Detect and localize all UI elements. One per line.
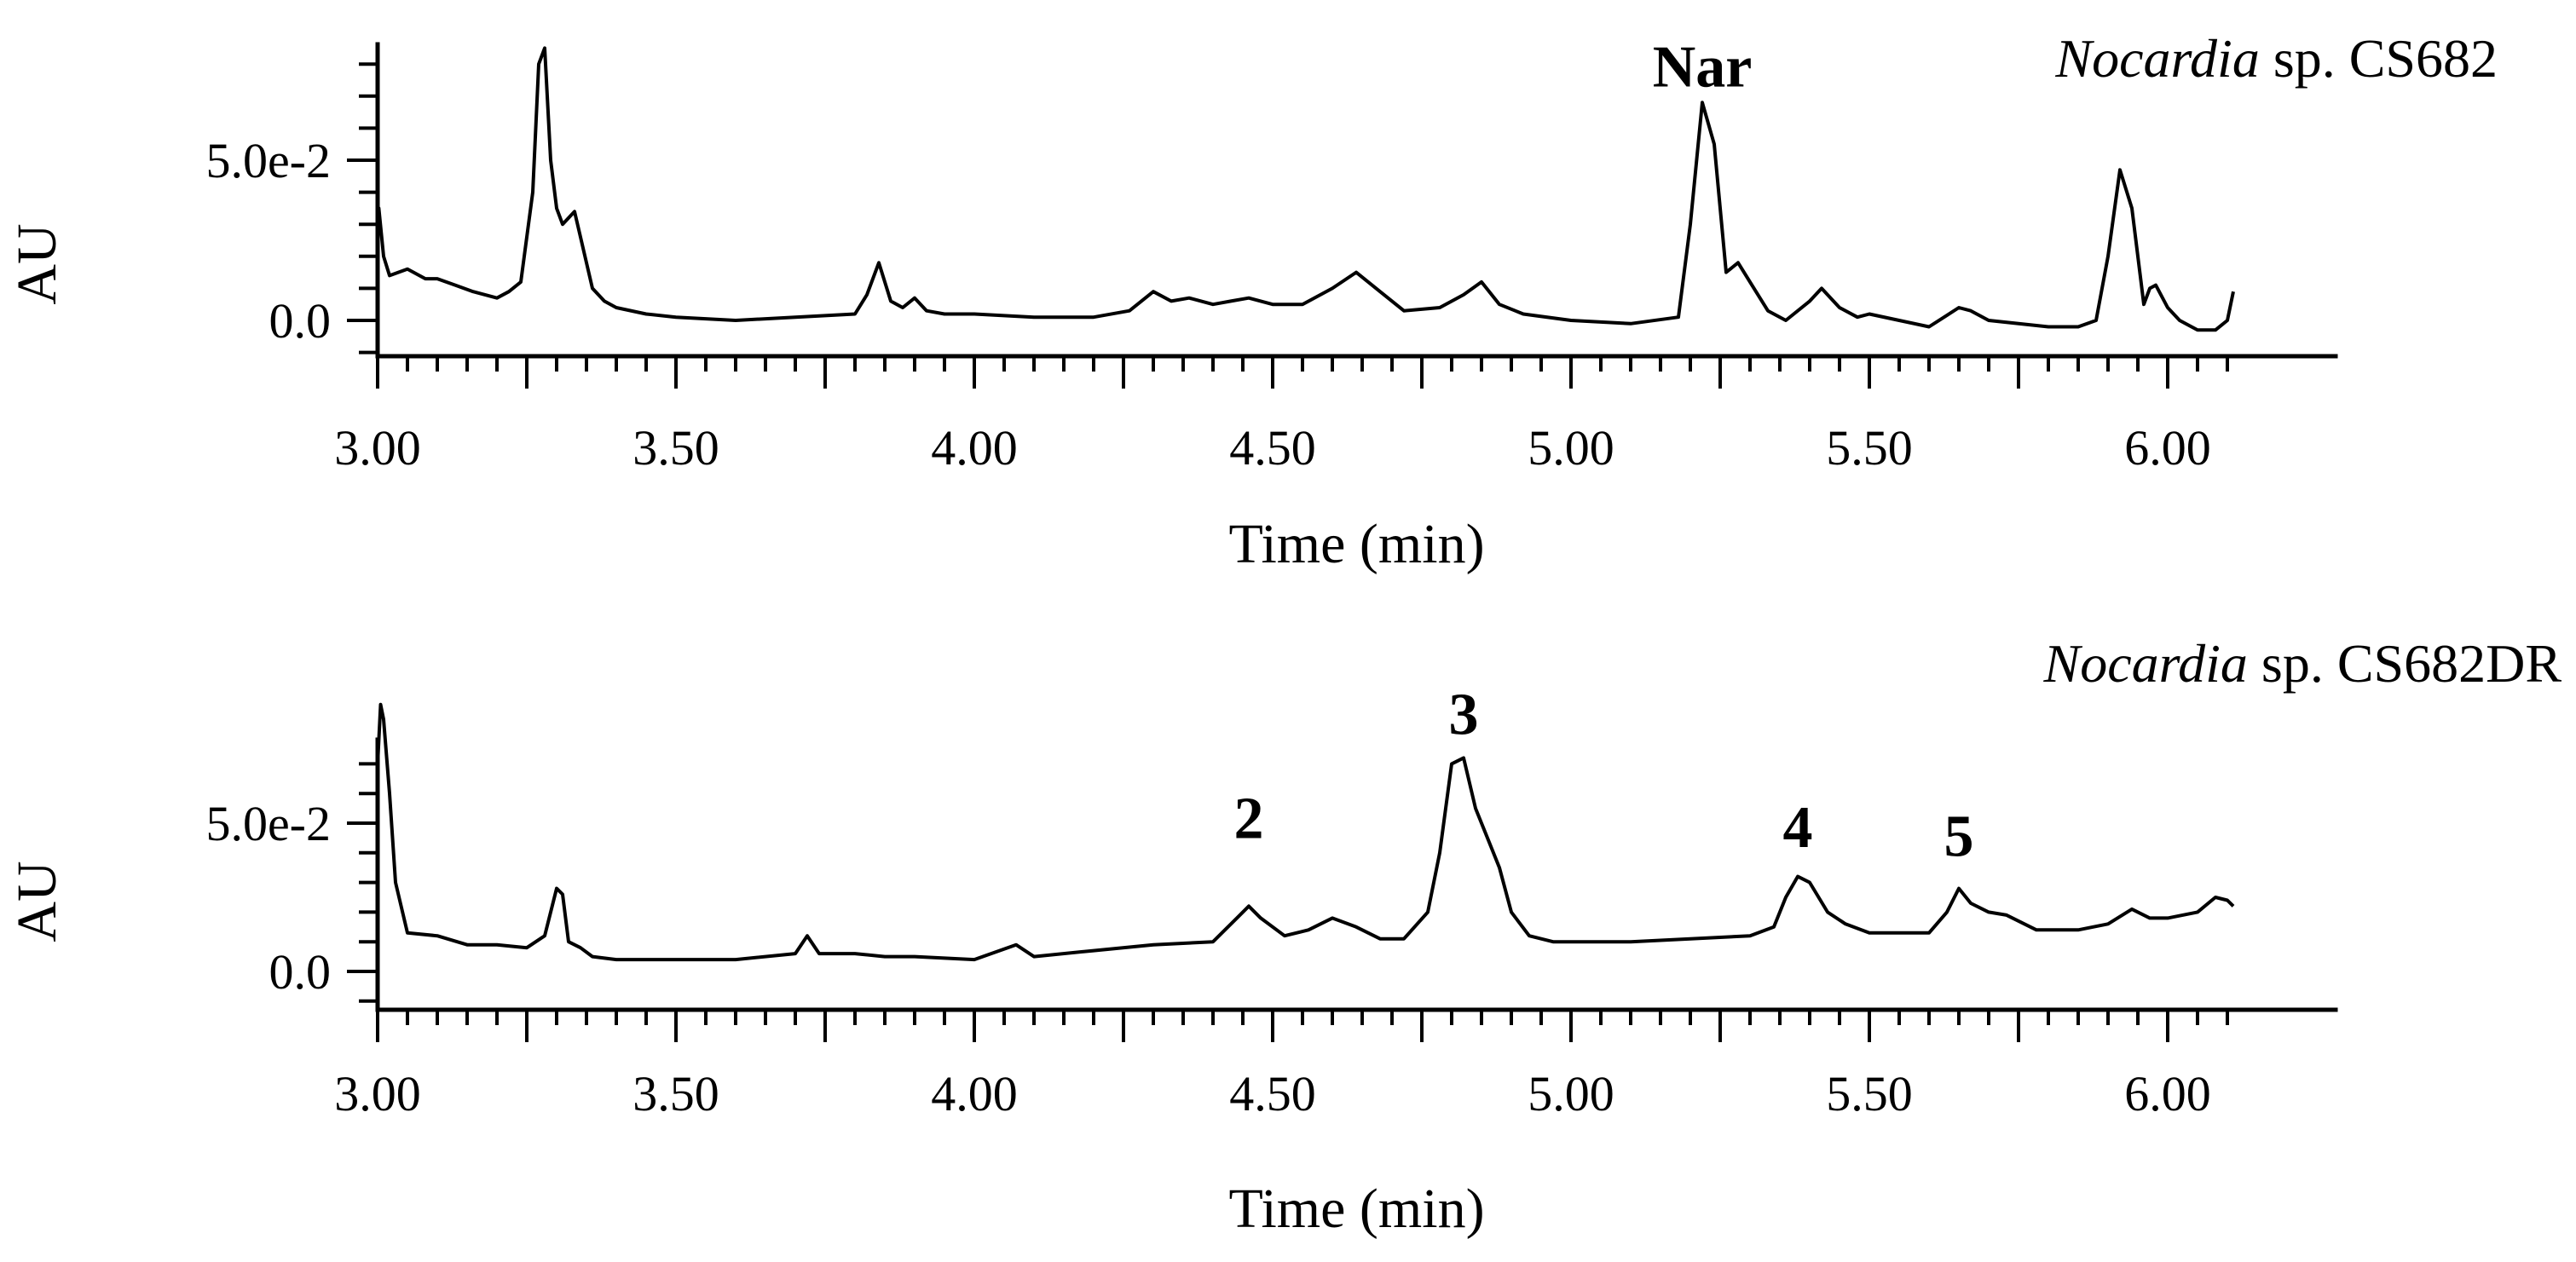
x-tick-label: 4.50 <box>1229 420 1316 475</box>
strain-title-cs682: Nocardia sp. CS682 <box>2054 28 2498 89</box>
x-tick-label: 3.50 <box>632 420 719 475</box>
x-tick-label: 3.50 <box>632 1066 719 1121</box>
chromatogram-trace <box>376 46 2235 332</box>
x-tick-label: 4.50 <box>1229 1066 1316 1121</box>
peak-label: 3 <box>1449 683 1479 748</box>
x-tick-label: 5.00 <box>1528 1066 1614 1121</box>
peak-label: 5 <box>1944 804 1974 869</box>
y-tick-label: 0.0 <box>269 944 332 1000</box>
peak-label: 4 <box>1783 795 1813 861</box>
y-tick-label: 5.0e-2 <box>205 133 331 188</box>
y-tick-label: 5.0e-2 <box>205 796 331 851</box>
x-tick-label: 3.00 <box>334 420 421 475</box>
y-axis-label: AU <box>6 861 68 942</box>
strain-species-id: sp. CS682DR <box>2248 633 2562 694</box>
x-tick-label: 6.00 <box>2124 1066 2211 1121</box>
strain-genus: Nocardia <box>2054 28 2259 89</box>
x-tick-label: 3.00 <box>334 1066 421 1121</box>
y-tick-label: 0.0 <box>269 293 332 349</box>
x-axis-label: Time (min) <box>1228 513 1484 575</box>
strain-genus: Nocardia <box>2043 633 2248 694</box>
x-tick-label: 4.00 <box>931 420 1018 475</box>
chromatogram-panel-cs682: Nocardia sp. CS682 3.00 3.50 4.00 4.50 5.00 5… <box>6 28 2498 575</box>
x-tick-label: 5.50 <box>1826 420 1913 475</box>
x-tick-label: 5.00 <box>1528 420 1614 475</box>
strain-title-cs682dr: Nocardia sp. CS682DR <box>2043 633 2562 694</box>
peak-label: Nar <box>1653 35 1753 101</box>
y-axis-label: AU <box>6 223 68 304</box>
x-tick-label: 4.00 <box>931 1066 1018 1121</box>
chromatogram-trace <box>376 702 2235 962</box>
peak-label: 2 <box>1234 786 1264 851</box>
x-axis-label: Time (min) <box>1228 1178 1484 1240</box>
chromatogram-panel-cs682dr: Nocardia sp. CS682DR 3.00 3.50 4.00 4.50 5.0… <box>6 633 2562 1240</box>
x-tick-label: 6.00 <box>2124 420 2211 475</box>
x-tick-label: 5.50 <box>1826 1066 1913 1121</box>
strain-species-id: sp. CS682 <box>2260 28 2498 89</box>
